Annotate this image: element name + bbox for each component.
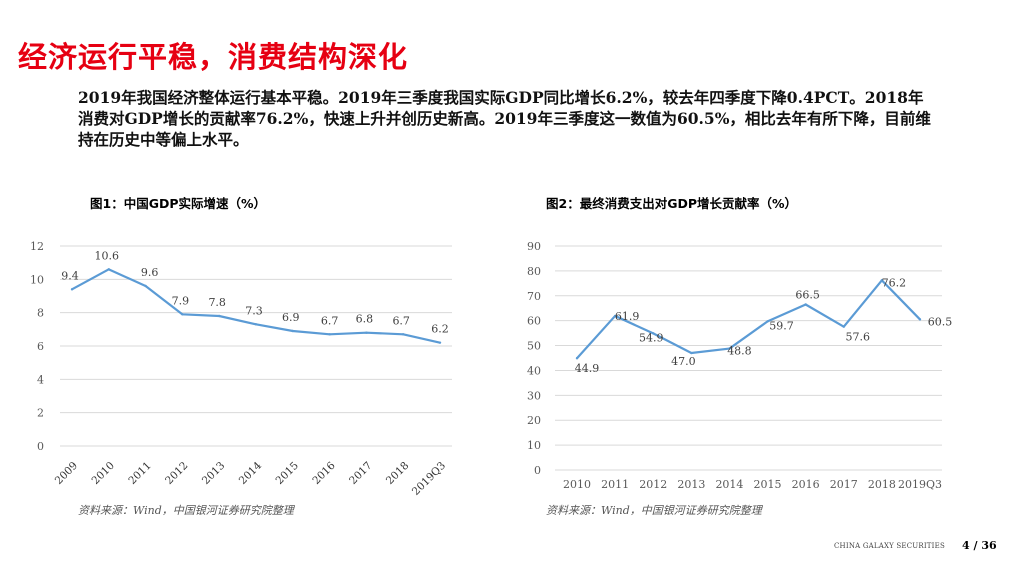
page-number: 4 / 36: [962, 539, 997, 552]
y-tick-label: 20: [527, 414, 541, 427]
data-point: [70, 288, 74, 291]
y-tick-label: 0: [37, 440, 44, 453]
data-point: [291, 329, 294, 333]
y-tick-label: 70: [527, 290, 541, 303]
data-point: [181, 313, 184, 316]
y-tick-label: 6: [37, 340, 44, 353]
y-tick-label: 90: [527, 240, 541, 253]
chart1-source: 资料来源：Wind，中国银河证券研究院整理: [78, 504, 294, 517]
data-label: 6.2: [431, 323, 449, 336]
y-tick-label: 50: [527, 340, 541, 353]
series-line: [576, 279, 921, 359]
x-tick-label: 2009: [53, 460, 80, 487]
data-label: 10.6: [95, 249, 120, 262]
gdp-growth-chart: 0 2 4 6 8 10 12 2009 2010 2011 2012 2013 2014 2015 201…: [30, 240, 452, 498]
data-point: [144, 284, 147, 288]
x-tick-label: 2014: [237, 459, 265, 487]
x-tick-label: 2012: [163, 460, 190, 487]
x-tick-label: 2010: [563, 478, 591, 491]
x-tick-label: 2016: [792, 478, 820, 491]
x-tick-label: 2010: [90, 460, 117, 487]
data-point: [575, 357, 579, 360]
y-tick-label: 0: [534, 464, 541, 477]
x-tick-label: 2018: [868, 478, 896, 491]
x-tick-label: 2012: [639, 478, 667, 491]
data-label: 7.9: [172, 294, 190, 307]
y-tick-label: 40: [527, 364, 541, 377]
data-point: [107, 268, 111, 271]
data-point: [690, 351, 693, 355]
chart2-source: 资料来源：Wind，中国银河证券研究院整理: [546, 504, 762, 517]
data-label: 47.0: [671, 355, 696, 368]
x-tick-label: 2011: [126, 460, 153, 487]
y-tick-label: 30: [527, 389, 541, 402]
y-tick-label: 60: [527, 315, 541, 328]
data-point: [728, 347, 731, 350]
x-tick-label: 2018: [384, 460, 411, 487]
data-point: [438, 341, 442, 344]
data-point: [880, 279, 884, 282]
consumption-contribution-chart: 0 10 20 30 40 50 60 70 80 90 2010 2011 2012 2013 2014 2…: [527, 240, 953, 491]
x-tick-label: 2017: [830, 478, 858, 491]
data-point: [218, 314, 221, 318]
data-label: 60.5: [928, 315, 953, 328]
data-label: 6.7: [392, 314, 410, 327]
data-label: 9.6: [141, 266, 159, 279]
data-label: 54.9: [639, 331, 664, 344]
x-tick-label: 2016: [310, 459, 338, 487]
x-tick-label: 2019Q3: [410, 460, 448, 498]
data-point: [804, 303, 807, 306]
data-point: [613, 314, 617, 318]
x-tick-label: 2014: [715, 478, 743, 491]
y-tick-label: 8: [37, 307, 44, 320]
data-label: 57.6: [846, 331, 871, 344]
data-label: 9.4: [61, 269, 79, 282]
data-label: 76.2: [882, 276, 907, 289]
footer-brand: CHINA GALAXY SECURITIES: [834, 542, 945, 550]
data-label: 7.3: [245, 304, 263, 317]
data-point: [328, 333, 331, 336]
x-tick-label: 2011: [601, 478, 629, 491]
data-point: [918, 318, 922, 321]
data-point: [402, 333, 405, 336]
x-tick-label: 2015: [754, 478, 782, 491]
y-tick-label: 80: [527, 265, 541, 278]
x-tick-label: 2015: [274, 460, 301, 487]
chart2-title: 图2：最终消费支出对GDP增长贡献率（%）: [546, 196, 798, 211]
data-label: 59.7: [769, 319, 794, 332]
y-tick-label: 10: [527, 439, 541, 452]
x-tick-label: 2017: [347, 460, 374, 487]
data-point: [766, 320, 769, 323]
y-tick-label: 12: [30, 240, 44, 253]
y-tick-label: 10: [30, 273, 44, 286]
data-label: 6.7: [321, 314, 339, 327]
x-tick-label: 2019Q3: [898, 478, 942, 491]
y-tick-label: 4: [37, 373, 44, 386]
data-point: [365, 331, 368, 334]
data-point: [254, 323, 258, 326]
slide-title: 经济运行平稳，消费结构深化: [18, 40, 409, 74]
data-label: 66.5: [795, 288, 820, 301]
x-tick-label: 2013: [200, 460, 227, 487]
data-point: [652, 332, 655, 335]
data-label: 6.8: [356, 313, 374, 326]
data-point: [842, 325, 845, 328]
chart1-title: 图1：中国GDP实际增速（%）: [90, 196, 267, 211]
data-label: 48.8: [727, 345, 752, 358]
data-label: 44.9: [575, 362, 600, 375]
slide-description: 2019年我国经济整体运行基本平稳。2019年三季度我国实际GDP同比增长6.2…: [78, 88, 931, 149]
x-tick-label: 2013: [677, 478, 705, 491]
y-tick-label: 2: [37, 407, 44, 420]
data-label: 61.9: [615, 310, 640, 323]
data-label: 7.8: [208, 296, 226, 309]
data-label: 6.9: [282, 311, 300, 324]
